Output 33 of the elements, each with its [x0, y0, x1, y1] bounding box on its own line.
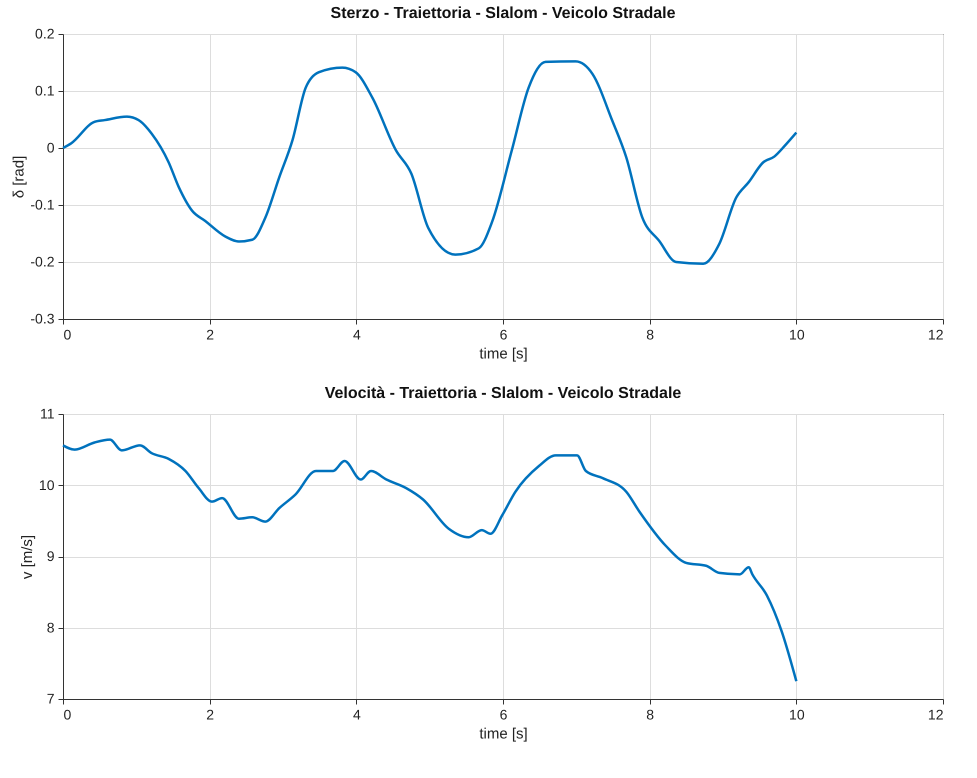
chart-title: Velocità - Traiettoria - Slalom - Veicolo Stradale: [324, 385, 682, 402]
line-series: [62, 60, 798, 265]
line-series: [62, 438, 798, 682]
x-tick-label: 0: [64, 706, 72, 722]
y-tick-label: 0.1: [35, 82, 55, 98]
x-tick-label: 2: [206, 706, 214, 722]
x-tick-label: 8: [646, 326, 654, 342]
y-tick-label: 10: [38, 476, 55, 493]
y-tick-label: 11: [40, 406, 55, 422]
y-tick-label: 8: [46, 619, 55, 636]
x-tick-label: 8: [646, 706, 654, 722]
x-tick-label: 10: [789, 326, 805, 342]
x-tick-label: 6: [500, 326, 508, 342]
y-tick-label: -0.3: [30, 310, 55, 326]
x-tick-label: 2: [206, 326, 214, 342]
x-tick-label: 4: [352, 706, 361, 722]
x-tick-label: 6: [500, 706, 508, 722]
x-tick-label: 10: [789, 706, 805, 722]
x-axis-title: time [s]: [479, 346, 528, 362]
x-tick-label: 12: [928, 326, 944, 342]
x-tick-label: 4: [352, 326, 361, 342]
y-tick-label: 0.2: [35, 26, 55, 42]
y-axis-title: v [m/s]: [18, 534, 36, 580]
x-tick-label: 12: [928, 706, 944, 722]
y-tick-label: 7: [46, 690, 55, 706]
x-axis-title: time [s]: [479, 726, 528, 742]
y-tick-label: 0: [46, 140, 55, 156]
y-tick-label: -0.1: [30, 196, 55, 212]
y-tick-label: 9: [46, 548, 55, 564]
y-axis-title: δ [rad]: [10, 156, 28, 198]
chart-title: Sterzo - Traiettoria - Slalom - Veicolo Stradale: [330, 5, 676, 22]
y-tick-label: -0.2: [30, 254, 55, 270]
x-tick-label: 0: [64, 326, 72, 342]
